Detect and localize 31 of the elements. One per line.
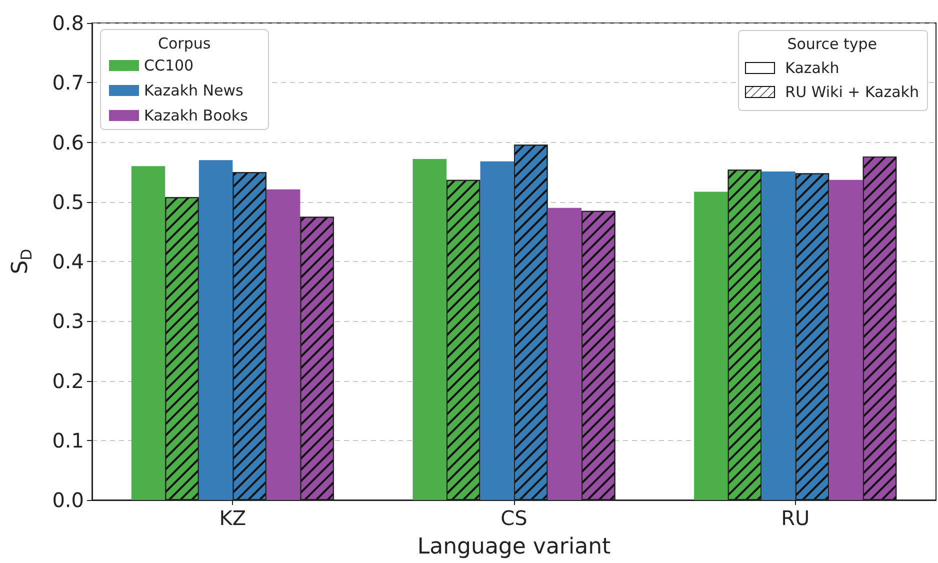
legend-title: Corpus xyxy=(158,34,211,52)
y-tick-label: 0.4 xyxy=(52,250,84,274)
legend-label: Kazakh Books xyxy=(144,106,248,124)
x-tick-label: RU xyxy=(781,506,810,530)
bar xyxy=(762,171,796,500)
bar xyxy=(412,158,446,500)
bar xyxy=(694,192,728,500)
legend-label: Kazakh News xyxy=(144,82,244,100)
bar xyxy=(829,180,863,500)
y-tick-label: 0.6 xyxy=(52,130,84,154)
x-tick-label: CS xyxy=(500,506,528,530)
annotation: RU Wiki + Kazakh xyxy=(785,83,919,101)
y-tick-label: 0.8 xyxy=(52,11,84,35)
annotation: Source type xyxy=(786,35,878,53)
y-tick-label: 0.2 xyxy=(52,368,84,393)
bar xyxy=(548,208,582,500)
legend-panel: Source type Kazakh RU Wiki + Kazakh xyxy=(738,30,928,111)
x-tick-label: KZ xyxy=(219,506,246,530)
y-tick-label: 0.5 xyxy=(52,190,84,214)
bar xyxy=(131,166,166,500)
y-tick-label: 0.1 xyxy=(52,428,84,452)
legend-label: CC100 xyxy=(144,56,194,74)
bar xyxy=(198,160,233,500)
bar xyxy=(266,189,300,500)
y-tick-label: 0.3 xyxy=(52,309,84,334)
y-axis-title: SD xyxy=(8,248,36,274)
annotation: Kazakh xyxy=(785,59,840,77)
bar xyxy=(480,161,514,500)
y-tick-label: 0.7 xyxy=(52,70,84,95)
y-tick-label: 0.0 xyxy=(52,488,84,512)
x-axis-title: Language variant xyxy=(417,534,612,560)
